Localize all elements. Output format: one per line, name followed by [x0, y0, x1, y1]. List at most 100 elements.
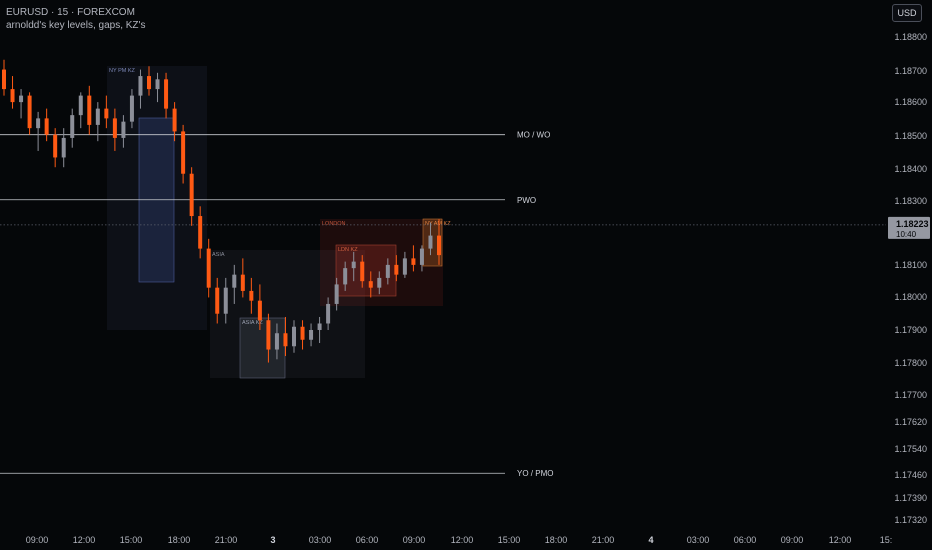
x-tick-label: 03:00 [687, 535, 710, 545]
y-tick-label: 1.18300 [894, 196, 927, 206]
y-tick-label: 1.17620 [894, 417, 927, 427]
candle-body [437, 235, 441, 256]
candle-body [10, 89, 15, 103]
y-tick-label: 1.18600 [894, 97, 927, 107]
candle-body [394, 264, 399, 275]
candle-body [2, 69, 6, 90]
candle-body [53, 134, 58, 158]
y-tick-label: 1.18500 [894, 131, 927, 141]
level-label: YO / PMO [517, 469, 553, 478]
candle-body [232, 274, 237, 288]
candle-body [95, 108, 100, 125]
x-tick-label: 3 [270, 535, 275, 545]
candle-body [70, 115, 75, 138]
candle-body [223, 287, 228, 314]
candle-body [402, 258, 407, 275]
candle-body [249, 290, 254, 301]
countdown-timer: 10:40 [896, 230, 917, 239]
x-tick-label: 21:00 [215, 535, 238, 545]
candle-body [326, 303, 331, 324]
candle-body [19, 95, 24, 103]
x-tick-label: 12:00 [451, 535, 474, 545]
candle-body [198, 216, 203, 249]
chart-legend: EURUSD · 15 · FOREXCOM arnoldd's key lev… [6, 6, 145, 32]
candle-body [155, 79, 160, 90]
candle-body [411, 258, 416, 265]
y-tick-label: 1.17800 [894, 358, 927, 368]
candle-body [377, 277, 382, 288]
candle-body [164, 79, 169, 109]
x-tick-label: 4 [648, 535, 653, 545]
x-tick-label: 12:00 [829, 535, 852, 545]
candle-body [138, 76, 143, 96]
candle-body [292, 326, 296, 347]
x-tick-label: 09:00 [26, 535, 49, 545]
candle-body [87, 95, 92, 125]
candle-body [309, 329, 314, 340]
x-tick-label: 21:00 [592, 535, 615, 545]
candle-body [283, 333, 288, 347]
x-tick-label: 09:00 [403, 535, 426, 545]
candle-body [385, 264, 390, 278]
session-label: NY AM KZ [425, 221, 451, 227]
x-tick-label: 06:00 [734, 535, 757, 545]
candle-body [428, 235, 433, 249]
y-tick-label: 1.17900 [894, 325, 927, 335]
candle-body [334, 284, 339, 304]
candle-body [181, 131, 186, 174]
candle-body [368, 281, 373, 288]
candle-body [27, 95, 32, 129]
candle-body [147, 76, 151, 90]
candle-body [343, 268, 348, 285]
y-tick-label: 1.17460 [894, 470, 927, 480]
candle-body [78, 95, 83, 116]
candle-body [419, 248, 424, 265]
candle-body [206, 248, 211, 288]
session-label: LONDON [322, 221, 346, 227]
session-box [210, 250, 365, 378]
session-label: ASIA [212, 252, 225, 258]
candle-body [36, 118, 41, 129]
candle-body [274, 333, 279, 350]
candle-body [266, 320, 271, 350]
x-tick-label: 09:00 [781, 535, 804, 545]
symbol-title[interactable]: EURUSD · 15 · FOREXCOM [6, 7, 135, 18]
candle-body [257, 300, 262, 321]
session-label: ASIA KZ [242, 320, 263, 326]
candle-body [112, 118, 117, 138]
y-tick-label: 1.18800 [894, 32, 927, 42]
currency-button[interactable]: USD [892, 4, 922, 22]
x-tick-label: 12:00 [73, 535, 96, 545]
candle-body [172, 108, 177, 132]
candle-body [129, 95, 134, 122]
y-tick-label: 1.17390 [894, 493, 927, 503]
candle-body [189, 173, 194, 217]
y-tick-label: 1.18100 [894, 260, 927, 270]
session-label: LDN KZ [338, 247, 358, 253]
y-tick-label: 1.17700 [894, 390, 927, 400]
level-label: MO / WO [517, 131, 550, 140]
y-tick-label: 1.18700 [894, 66, 927, 76]
candle-body [215, 287, 220, 314]
indicator-title[interactable]: arnoldd's key levels, gaps, KZ's [6, 20, 146, 31]
candle-body [44, 118, 49, 135]
candle-body [104, 108, 109, 119]
candle-body [121, 121, 126, 138]
x-tick-label: 15:00 [498, 535, 521, 545]
current-price-value: 1.18223 [896, 219, 929, 229]
candle-body [61, 137, 66, 158]
session-label: NY PM KZ [109, 68, 136, 74]
level-label: PWO [517, 196, 536, 205]
y-tick-label: 1.18000 [894, 292, 927, 302]
candle-body [317, 323, 322, 330]
x-tick-label: 18:00 [168, 535, 191, 545]
y-tick-label: 1.17320 [894, 515, 927, 525]
x-tick-label: 03:00 [309, 535, 332, 545]
candle-body [300, 326, 305, 340]
candle-body [360, 261, 365, 282]
y-tick-label: 1.17540 [894, 444, 927, 454]
x-tick-label: 15: [880, 535, 893, 545]
candle-body [240, 274, 245, 291]
y-tick-label: 1.18400 [894, 164, 927, 174]
